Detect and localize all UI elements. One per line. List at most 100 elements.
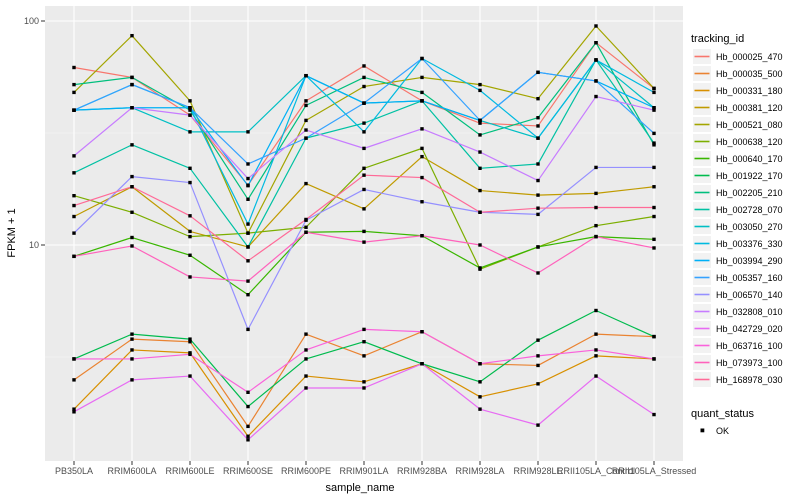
- point-Hb_002728_070-RRIM928LE: [536, 162, 540, 166]
- point-Hb_000521_080-RRIM901LA: [362, 84, 366, 89]
- point-Hb_000331_180-RRIM928LE: [536, 382, 540, 386]
- legend-item-label: Hb_073973_100: [716, 358, 783, 368]
- axes: 100 10 PB350LA RRIM600LA RRIM600LE RRIM600SE R…: [24, 16, 696, 476]
- point-Hb_002205_210-RRIM600LE: [188, 108, 192, 112]
- point-Hb_000638_120-RRIM600SE: [246, 231, 250, 235]
- point-Hb_005357_160-RRII105LA_Control: [594, 79, 598, 83]
- point-Hb_073973_100-RRII105LA_Stressed: [652, 246, 656, 250]
- legend-item-label: Hb_000381_120: [716, 103, 783, 113]
- point-Hb_073973_100-RRIM928LE: [536, 271, 540, 275]
- legend-item-Hb_003376_330: Hb_003376_330: [693, 236, 783, 251]
- point-Hb_000638_120-RRIM600LA: [130, 210, 134, 214]
- legend-item-label: Hb_001922_170: [716, 171, 783, 181]
- point-Hb_000035_500-PB350LA: [72, 378, 76, 382]
- point-Hb_000638_120-RRIM600LE: [188, 234, 192, 239]
- legend-item-Hb_005357_160: Hb_005357_160: [693, 270, 783, 285]
- point-Hb_063716_100-RRIM901LA: [362, 327, 366, 332]
- point-Hb_002205_210-RRIM901LA: [362, 75, 366, 80]
- legend-item-Hb_006570_140: Hb_006570_140: [693, 287, 783, 302]
- point-Hb_003376_330-RRIM928LA: [478, 88, 482, 93]
- point-Hb_000521_080-RRIM928LE: [536, 96, 540, 101]
- point-Hb_000035_500-RRIM600LE: [188, 340, 192, 344]
- point-Hb_003994_290-RRIM600PE: [304, 73, 308, 78]
- point-Hb_032808_010-RRII105LA_Stressed: [652, 108, 656, 112]
- point-Hb_002728_070-PB350LA: [72, 171, 76, 175]
- point-Hb_006570_140-PB350LA: [72, 231, 76, 235]
- point-Hb_042729_020-RRIM600SE: [246, 438, 250, 442]
- point-Hb_000381_120-RRIM928LA: [478, 188, 482, 193]
- legend-item-label: Hb_032808_010: [716, 307, 783, 317]
- point-Hb_001922_170-RRIM928LA: [478, 380, 482, 384]
- point-Hb_073973_100-RRIM600SE: [246, 279, 250, 283]
- point-Hb_073973_100-RRIM600LE: [188, 275, 192, 279]
- point-Hb_003994_290-RRIM928BA: [420, 99, 424, 103]
- point-Hb_003050_270-RRIM600SE: [246, 130, 250, 134]
- point-Hb_000521_080-PB350LA: [72, 90, 76, 95]
- point-Hb_000381_120-RRIM600LE: [188, 229, 192, 234]
- legend-title-tracking-id: tracking_id: [691, 33, 744, 45]
- legend-item-Hb_003994_290: Hb_003994_290: [693, 253, 783, 268]
- point-Hb_063716_100-RRII105LA_Stressed: [652, 357, 656, 361]
- point-Hb_002728_070-RRIM600LA: [130, 143, 134, 147]
- point-Hb_005357_160-PB350LA: [72, 108, 76, 112]
- point-Hb_168978_030-RRIM928LE: [536, 206, 540, 210]
- point-Hb_001922_170-RRIM600LE: [188, 337, 192, 341]
- point-Hb_042729_020-RRII105LA_Control: [594, 374, 598, 378]
- point-Hb_000521_080-RRIM600LE: [188, 99, 192, 103]
- point-Hb_042729_020-RRIM901LA: [362, 386, 366, 390]
- legend-item-Hb_002205_210: Hb_002205_210: [693, 185, 783, 200]
- legend-item-quant-ok: OK: [700, 426, 729, 436]
- point-Hb_002205_210-RRIM928BA: [420, 90, 424, 95]
- legend-key-point: [700, 428, 705, 433]
- point-Hb_000331_180-RRIM901LA: [362, 380, 366, 384]
- point-Hb_000331_180-RRIM600LA: [130, 348, 134, 352]
- point-Hb_073973_100-RRIM600LA: [130, 244, 134, 248]
- point-Hb_001922_170-RRIM600LA: [130, 332, 134, 336]
- point-Hb_042729_020-PB350LA: [72, 410, 76, 414]
- x-axis-title: sample_name: [325, 482, 394, 494]
- point-Hb_063716_100-RRIM928LA: [478, 362, 482, 366]
- point-Hb_032808_010-RRII105LA_Control: [594, 94, 598, 99]
- point-Hb_003994_290-RRIM600SE: [246, 183, 250, 188]
- point-Hb_000035_500-RRIM901LA: [362, 354, 366, 358]
- point-Hb_006570_140-RRIM600SE: [246, 327, 250, 332]
- point-Hb_002728_070-RRIM928LA: [478, 166, 482, 170]
- point-Hb_002728_070-RRII105LA_Stressed: [652, 141, 656, 145]
- legend-item-Hb_032808_010: Hb_032808_010: [693, 304, 783, 319]
- legend-item-label: Hb_003376_330: [716, 239, 783, 249]
- point-Hb_000638_120-RRIM928BA: [420, 146, 424, 151]
- point-Hb_000521_080-RRIM928LA: [478, 82, 482, 87]
- point-Hb_002205_210-RRIM600PE: [304, 103, 308, 108]
- legend-item-Hb_000521_080: Hb_000521_080: [693, 117, 783, 132]
- x-tick-label-RRIM600LA: RRIM600LA: [107, 466, 156, 476]
- legend-item-Hb_073973_100: Hb_073973_100: [693, 355, 783, 370]
- point-Hb_000381_120-RRII105LA_Control: [594, 191, 598, 196]
- point-Hb_000640_170-RRIM928LE: [536, 245, 540, 249]
- point-Hb_063716_100-RRII105LA_Control: [594, 348, 598, 352]
- point-Hb_003376_330-RRII105LA_Control: [594, 58, 598, 62]
- legend-item-label: Hb_063716_100: [716, 341, 783, 351]
- point-Hb_001922_170-RRII105LA_Stressed: [652, 334, 656, 339]
- point-Hb_000025_470-RRIM600PE: [304, 99, 308, 103]
- point-Hb_001922_170-RRIM928LE: [536, 338, 540, 342]
- point-Hb_042729_020-RRII105LA_Stressed: [652, 412, 656, 417]
- point-Hb_000331_180-RRIM928LA: [478, 395, 482, 399]
- point-Hb_063716_100-RRIM600SE: [246, 390, 250, 394]
- legend-item-Hb_168978_030: Hb_168978_030: [693, 372, 783, 387]
- point-Hb_000331_180-RRII105LA_Control: [594, 354, 598, 358]
- point-Hb_042729_020-RRIM928LA: [478, 407, 482, 411]
- y-axis-title: FPKM + 1: [6, 208, 18, 257]
- point-Hb_002205_210-RRIM600LA: [130, 75, 134, 80]
- point-Hb_000640_170-RRIM600SE: [246, 292, 250, 297]
- point-Hb_000035_500-RRIM600LA: [130, 337, 134, 341]
- point-Hb_000025_470-RRIM928LA: [478, 121, 482, 125]
- point-Hb_042729_020-RRIM928LE: [536, 423, 540, 427]
- point-Hb_000381_120-RRIM600PE: [304, 181, 308, 186]
- legend-item-Hb_002728_070: Hb_002728_070: [693, 202, 783, 217]
- point-Hb_000381_120-RRIM928BA: [420, 154, 424, 159]
- point-Hb_003376_330-RRIM600SE: [246, 222, 250, 226]
- x-tick-label-PB350LA: PB350LA: [55, 466, 93, 476]
- point-Hb_000035_500-RRIM600PE: [304, 332, 308, 336]
